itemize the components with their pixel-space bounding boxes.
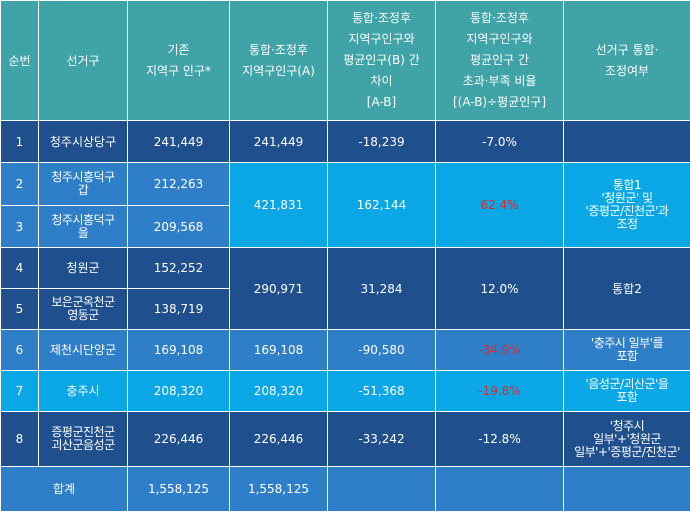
table-row: 4 청원군 152,252 290,971 31,284 12.0% 통합2 [0,247,690,330]
cell-diff: -18,239 [327,120,436,163]
cell-ratio: -34.9% [435,329,564,371]
cell-district: 제천시단양군 [38,329,128,371]
cell-merged: 241,449 [229,120,328,163]
cell-merged: 169,108 [229,329,328,371]
cell-diff: -33,242 [327,411,436,467]
cell-diff: -51,368 [327,370,436,412]
cell-no: 8 [0,411,39,467]
cell-status: 통합2 [563,247,690,330]
cell-no: 3 [0,205,39,248]
cell-existing: 212,263 [127,162,230,206]
table-row: 5 보은군옥천군 영동군 138,719 [0,288,690,330]
header-district: 선거구 [38,0,128,121]
cell-existing: 241,449 [127,120,230,163]
cell-diff: 162,144 [327,162,436,248]
header-ratio: 통합·조정후 지역구인구와 평균인구 간 초과·부족 비율 [(A-B)÷평균인구] [435,0,564,121]
header-existing-pop: 기존 지역구 인구* [127,0,230,121]
cell-district: 보은군옥천군 영동군 [38,288,128,330]
cell-existing: 1,558,125 [127,466,230,512]
cell-merged: 421,831 [229,162,328,248]
table-row: 1 청주시상당구 241,449 241,449 -18,239 -7.0% [0,120,690,163]
header-status: 선거구 통합· 조정여부 [563,0,690,121]
cell-total-label: 합계 [0,466,128,512]
header-diff: 통합·조정후 지역구인구와 평균인구(B) 간 차이 [A-B] [327,0,436,121]
cell-diff: -90,580 [327,329,436,371]
cell-existing: 209,568 [127,205,230,248]
cell-status [563,466,690,512]
table-row: 6 제천시단양군 169,108 169,108 -90,580 -34.9% … [0,329,690,371]
cell-ratio: 62.4% [435,162,564,248]
cell-status: '충주시 일부'를 포함 [563,329,690,371]
header-no: 순번 [0,0,39,121]
cell-district: 청주시흥덕구 갑 [38,162,128,206]
cell-district: 청주시상당구 [38,120,128,163]
cell-district: 증평군진천군 괴산군음성군 [38,411,128,467]
cell-merged: 226,446 [229,411,328,467]
cell-status: 통합1 '청원군' 및 '증평군/진천군'과 조정 [563,162,690,248]
cell-district: 청원군 [38,247,128,289]
cell-no: 1 [0,120,39,163]
header-row: 순번 선거구 기존 지역구 인구* 통합·조정후 지역구인구(A) 통합·조정후 지역… [0,0,690,121]
cell-no: 4 [0,247,39,289]
cell-merged: 208,320 [229,370,328,412]
table-row: 7 충주시 208,320 208,320 -51,368 -19.8% '음성… [0,370,690,412]
cell-ratio [435,466,564,512]
cell-ratio: -7.0% [435,120,564,163]
total-row: 합계 1,558,125 1,558,125 [0,466,690,512]
cell-no: 7 [0,370,39,412]
cell-merged: 290,971 [229,247,328,330]
cell-status: '청주시 일부'+'청원군 일부'+'증평군/진천군' [563,411,690,467]
cell-merged: 1,558,125 [229,466,328,512]
cell-ratio: -12.8% [435,411,564,467]
cell-diff: 31,284 [327,247,436,330]
cell-no: 5 [0,288,39,330]
table-row: 3 청주시흥덕구 을 209,568 [0,205,690,248]
cell-diff [327,466,436,512]
table-row: 2 청주시흥덕구 갑 212,263 421,831 162,144 62.4% … [0,162,690,248]
cell-no: 2 [0,162,39,206]
cell-ratio: 12.0% [435,247,564,330]
cell-existing: 169,108 [127,329,230,371]
cell-district: 충주시 [38,370,128,412]
cell-no: 6 [0,329,39,371]
cell-district: 청주시흥덕구 을 [38,205,128,248]
cell-existing: 226,446 [127,411,230,467]
cell-status [563,120,690,163]
cell-ratio: -19.8% [435,370,564,412]
cell-existing: 138,719 [127,288,230,330]
cell-existing: 208,320 [127,370,230,412]
table-row: 8 증평군진천군 괴산군음성군 226,446 226,446 -33,242 -… [0,411,690,467]
cell-status: '음성군/괴산군'을 포함 [563,370,690,412]
header-merged-pop: 통합·조정후 지역구인구(A) [229,0,328,121]
cell-existing: 152,252 [127,247,230,289]
